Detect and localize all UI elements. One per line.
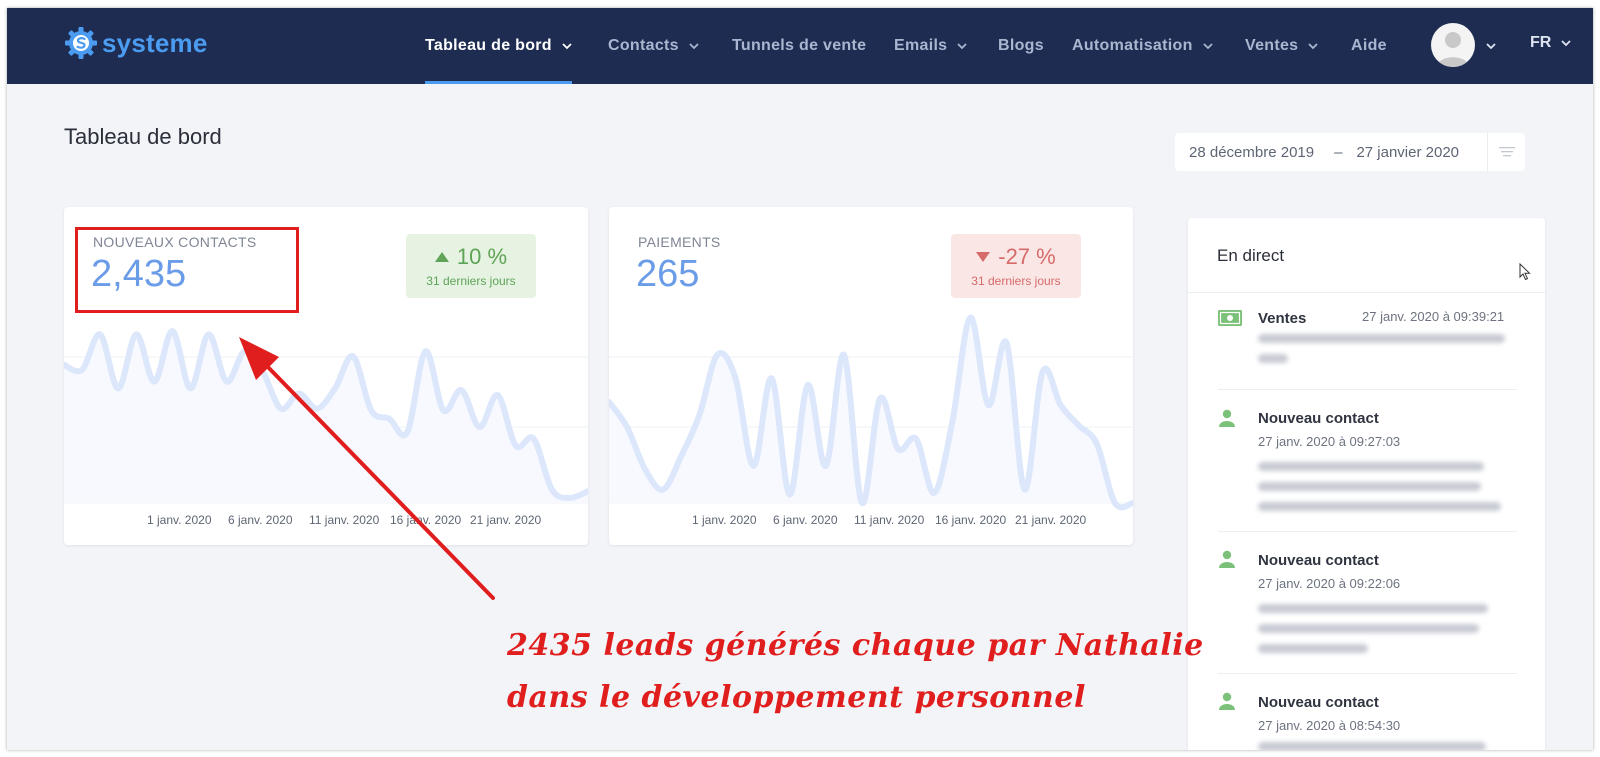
feed-time: 27 janv. 2020 à 09:39:21: [1362, 309, 1505, 324]
language-label: FR: [1530, 34, 1552, 51]
nav-emails[interactable]: Emails: [894, 8, 968, 84]
nav-label: Aide: [1351, 37, 1387, 54]
date-separator: –: [1334, 143, 1343, 161]
nav-label: Ventes: [1245, 37, 1299, 54]
x-tick-label: 11 janv. 2020: [854, 513, 925, 527]
x-tick-label: 16 janv. 2020: [390, 513, 462, 527]
card-label: NOUVEAUX CONTACTS: [93, 234, 257, 250]
x-tick-label: 11 janv. 2020: [309, 513, 380, 527]
series-line: [609, 314, 1133, 511]
annotation-line-1: 2435 leads générés chaque par Nathalie: [507, 628, 1204, 663]
triangle-down-icon: [976, 252, 991, 262]
series-area: [609, 317, 1133, 508]
nav-automatisation[interactable]: Automatisation: [1072, 8, 1213, 84]
user-icon: [1219, 409, 1235, 427]
card-value: 2,435: [91, 253, 187, 295]
nav-label: Tableau de bord: [425, 37, 552, 54]
chevron-down-icon: [562, 43, 572, 50]
x-tick-label: 1 janv. 2020: [692, 513, 757, 527]
chevron-down-icon: [1308, 43, 1319, 50]
filter-button[interactable]: [1487, 133, 1525, 171]
feed-title: Nouveau contact: [1258, 694, 1379, 711]
redacted-text: [1258, 502, 1501, 511]
feed-time: 27 janv. 2020 à 09:27:03: [1258, 434, 1401, 449]
annotation-line-2: dans le développement personnel: [507, 680, 1086, 715]
divider: [1218, 531, 1517, 532]
money-icon: [1218, 310, 1242, 326]
x-tick-label: 16 janv. 2020: [935, 513, 1007, 527]
filter-lines-icon: [1498, 147, 1515, 157]
chevron-down-icon[interactable]: [1486, 41, 1496, 51]
divider: [1188, 292, 1545, 293]
triangle-up-icon: [434, 252, 449, 262]
redacted-text: [1258, 644, 1368, 653]
redacted-text: [1258, 334, 1505, 343]
nav-label: Tunnels de vente: [732, 37, 867, 54]
nav-label: Blogs: [998, 37, 1044, 54]
redacted-text: [1258, 742, 1486, 750]
feed-title: Nouveau contact: [1258, 410, 1379, 427]
feed-title: Nouveau contact: [1258, 552, 1379, 569]
user-icon: [1219, 692, 1235, 710]
chevron-down-icon: [689, 43, 699, 50]
divider: [1218, 673, 1517, 674]
nav-ventes[interactable]: Ventes: [1245, 8, 1319, 84]
change-value: -27 %: [998, 244, 1056, 269]
redacted-text: [1258, 462, 1484, 471]
user-silhouette-icon: [1437, 32, 1469, 67]
x-tick-label: 21 janv. 2020: [1015, 513, 1087, 527]
language-selector[interactable]: FR: [1530, 34, 1571, 52]
logo-gear-icon: [65, 27, 97, 59]
x-tick-label: 6 janv. 2020: [773, 513, 838, 527]
redacted-text: [1258, 604, 1488, 613]
nav-tunnels-de-vente[interactable]: Tunnels de vente: [732, 8, 866, 84]
change-period: 31 derniers jours: [971, 274, 1061, 288]
card-payments: PAIEMENTS 265 -27 % 31 derniers jours 1 …: [609, 207, 1133, 545]
logo-text: systeme: [102, 27, 208, 58]
live-feed-card: En direct Ventes 27 janv. 2020 à 09:39:2…: [1188, 218, 1545, 750]
date-start: 28 décembre 2019: [1189, 143, 1315, 161]
live-feed-title: En direct: [1217, 246, 1285, 265]
redacted-text: [1258, 624, 1479, 633]
nav-aide[interactable]: Aide: [1351, 8, 1387, 84]
page-title: Tableau de bord: [64, 124, 222, 149]
x-tick-label: 6 janv. 2020: [228, 513, 293, 527]
change-period: 31 derniers jours: [426, 274, 516, 288]
avatar[interactable]: [1431, 23, 1475, 67]
feed-time: 27 janv. 2020 à 08:54:30: [1258, 718, 1401, 733]
logo[interactable]: systeme: [64, 26, 207, 60]
feed-title: Ventes: [1258, 310, 1307, 327]
mouse-cursor-icon: [1519, 263, 1531, 281]
card-value: 265: [636, 253, 700, 295]
user-icon: [1219, 550, 1235, 568]
date-end: 27 janvier 2020: [1356, 143, 1460, 161]
top-navbar: systeme Tableau de bord Contacts Tunnels…: [7, 8, 1593, 84]
chevron-down-icon: [957, 43, 968, 50]
card-label: PAIEMENTS: [638, 234, 721, 250]
nav-blogs[interactable]: Blogs: [998, 8, 1044, 84]
app-window: systeme Tableau de bord Contacts Tunnels…: [7, 8, 1593, 750]
divider: [1218, 389, 1517, 390]
change-badge: -27 % 31 derniers jours: [951, 234, 1081, 298]
nav-tableau-de-bord[interactable]: Tableau de bord: [425, 8, 572, 84]
nav-label: Contacts: [608, 37, 679, 54]
nav-contacts[interactable]: Contacts: [608, 8, 699, 84]
chevron-down-icon: [1203, 43, 1213, 50]
annotation-highlight-box: [75, 227, 299, 313]
x-tick-label: 1 janv. 2020: [147, 513, 212, 527]
x-tick-label: 21 janv. 2020: [470, 513, 542, 527]
change-value: 10 %: [456, 244, 508, 269]
date-range-picker[interactable]: 28 décembre 2019 – 27 janvier 2020: [1175, 133, 1525, 171]
chevron-down-icon: [1561, 40, 1571, 47]
redacted-text: [1258, 482, 1481, 491]
redacted-text: [1258, 354, 1288, 363]
nav-label: Emails: [894, 37, 948, 54]
nav-label: Automatisation: [1072, 37, 1193, 54]
feed-time: 27 janv. 2020 à 09:22:06: [1258, 576, 1401, 591]
payments-chart: [609, 314, 1133, 511]
annotation-text: 2435 leads générés chaque par Nathalie d…: [507, 620, 1204, 724]
change-badge: 10 % 31 derniers jours: [406, 234, 536, 298]
